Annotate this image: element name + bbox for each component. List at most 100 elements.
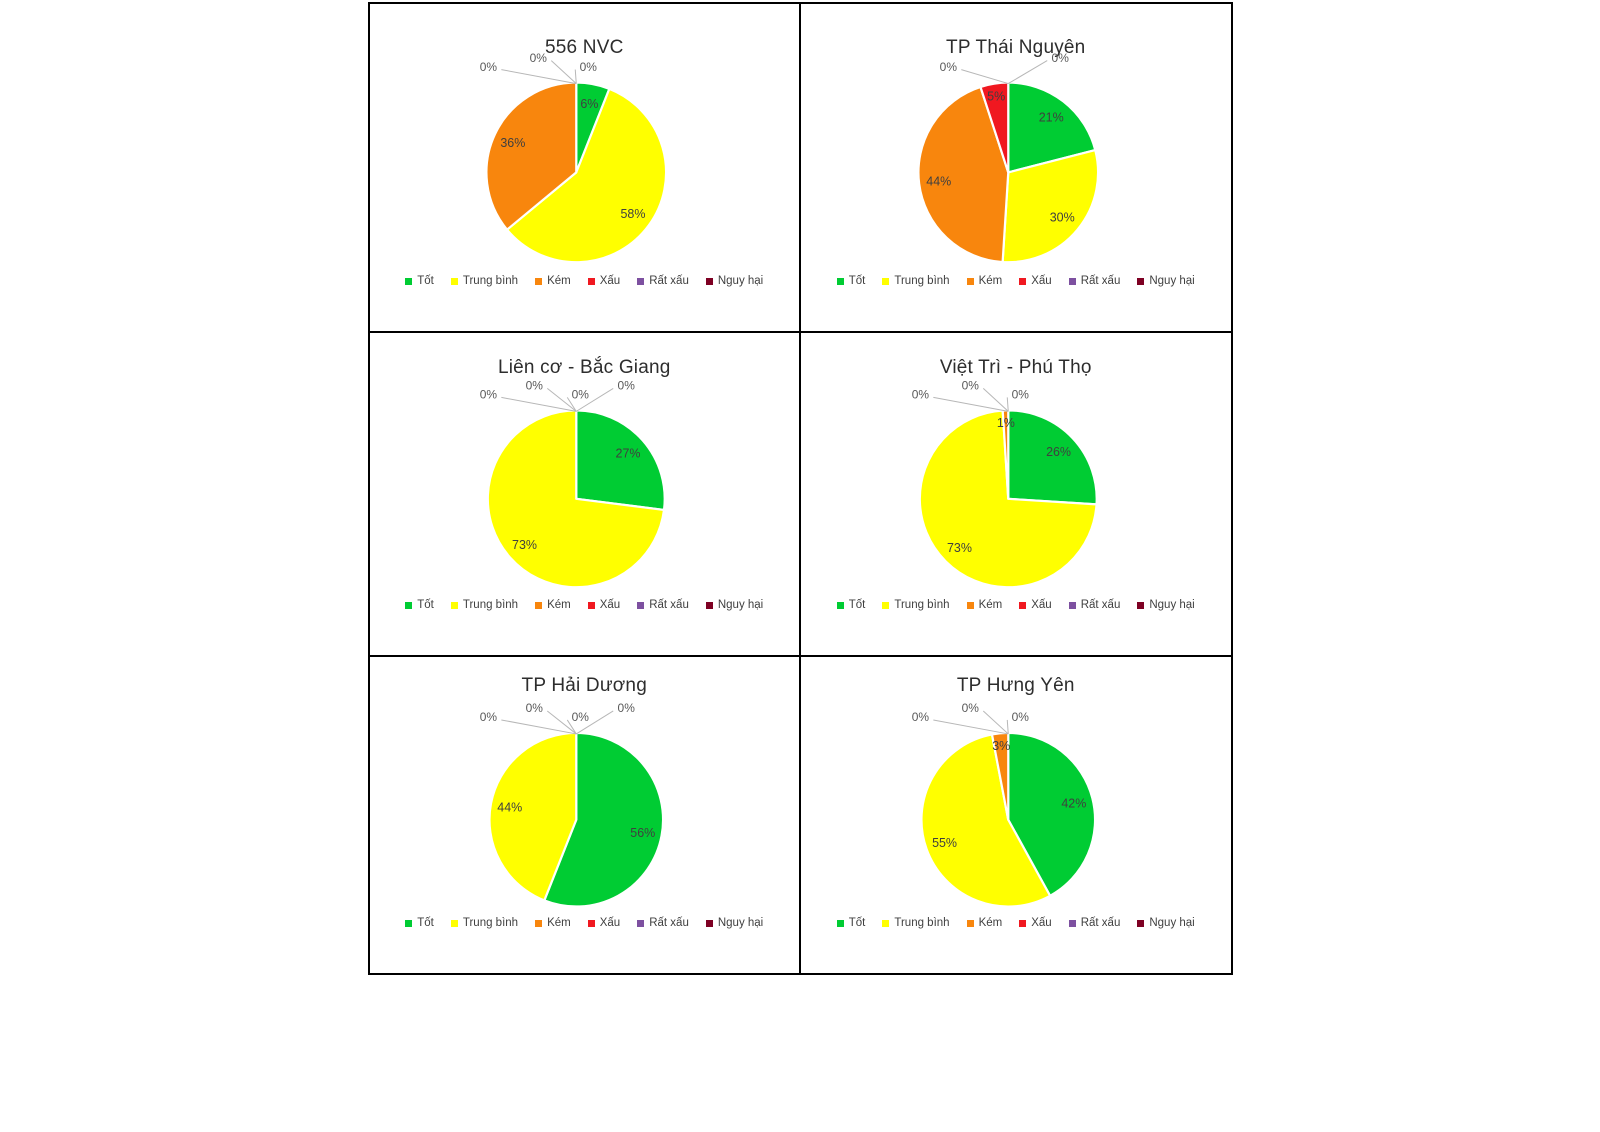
legend-label: Trung bình <box>894 275 950 287</box>
chart-panel-viet-tri-phu-tho: Việt Trì - Phú Thọ 26% 73% 1% 0% 0% 0% Tốt Tru… <box>800 333 1231 657</box>
label-leader-line <box>982 710 1009 735</box>
legend-item-xau: Xấu <box>587 917 621 929</box>
charts-grid: 556 NVC 6% 58% 36% 0% 0% 0% Tốt Trung bình Kém X… <box>368 2 1233 975</box>
label-leader-line <box>932 719 1008 735</box>
chart-title: Liên cơ - Bắc Giang <box>497 357 671 378</box>
legend-label: Tốt <box>848 599 866 611</box>
data-label: 3% <box>992 739 1010 753</box>
label-leader-line <box>566 397 577 412</box>
legend-marker-nguy-hai <box>705 919 713 927</box>
legend-marker-kem <box>535 919 543 927</box>
legend-item-xau: Xấu <box>1019 917 1052 929</box>
data-label: 0% <box>618 379 636 393</box>
legend-marker-xau <box>1019 601 1027 609</box>
legend-marker-xau <box>587 277 595 285</box>
data-label: 0% <box>526 701 544 715</box>
legend-label: Rất xấu <box>649 599 689 611</box>
legend-label: Tốt <box>848 917 866 929</box>
label-leader-line <box>501 396 577 412</box>
pie-slice-trung-binh <box>486 409 666 589</box>
legend-item-rat-xau: Rất xấu <box>637 275 689 287</box>
legend-marker-trung-binh <box>450 277 458 285</box>
legend-label: Kém <box>547 599 571 611</box>
data-label: 0% <box>961 379 979 393</box>
data-label: 0% <box>911 710 929 724</box>
legend-item-kem: Kém <box>966 917 1002 929</box>
legend-label: Rất xấu <box>1080 917 1121 929</box>
legend-item-kem: Kém <box>535 917 571 929</box>
data-label: 0% <box>480 710 498 724</box>
legend-item-rat-xau: Rất xấu <box>1068 917 1121 929</box>
data-label: 0% <box>1051 51 1069 65</box>
legend-marker-rat-xau <box>1068 919 1076 927</box>
chart-title: TP Hưng Yên <box>956 675 1075 696</box>
pie-slice-kem <box>916 85 1009 264</box>
label-leader-line <box>566 719 577 735</box>
legend-marker-kem <box>966 601 974 609</box>
chart-panel-556-nvc: 556 NVC 6% 58% 36% 0% 0% 0% Tốt Trung bình Kém X… <box>370 4 801 333</box>
legend-label: Trung bình <box>462 275 519 287</box>
data-label: 1% <box>996 416 1014 430</box>
legend-item-nguy-hai: Nguy hại <box>1137 599 1195 611</box>
data-label: 0% <box>1011 388 1029 402</box>
chart-legend: Tốt Trung bình Kém Xấu Rất xấu Nguy hại <box>370 599 799 611</box>
legend-item-tot: Tốt <box>405 599 434 611</box>
legend-item-kem: Kém <box>966 275 1003 287</box>
label-leader-line <box>575 387 614 412</box>
legend-label: Xấu <box>599 917 621 929</box>
label-leader-line <box>960 69 1008 85</box>
data-label: 26% <box>1046 445 1071 459</box>
legend-marker-nguy-hai <box>705 277 713 285</box>
label-leader-line <box>1006 719 1009 734</box>
legend-item-kem: Kém <box>535 599 571 611</box>
pie-slice-trung-binh <box>488 731 578 902</box>
legend-label: Tốt <box>417 275 434 287</box>
data-label: 27% <box>616 447 641 461</box>
legend-item-tot: Tốt <box>405 275 434 287</box>
label-leader-line <box>546 710 577 735</box>
legend-item-rat-xau: Rất xấu <box>637 917 689 929</box>
data-label: 0% <box>572 388 590 402</box>
label-leader-line <box>932 396 1008 412</box>
chart-legend: Tốt Trung bình Kém Xấu Rất xấu Nguy hại <box>801 917 1232 929</box>
data-label: 58% <box>620 207 645 221</box>
legend-item-trung-binh: Trung bình <box>882 917 950 929</box>
chart-legend: Tốt Trung bình Kém Xấu Rất xấu Nguy hại <box>370 917 799 929</box>
data-label: 21% <box>1038 110 1063 124</box>
legend-marker-nguy-hai <box>1137 919 1145 927</box>
data-label: 0% <box>580 60 598 74</box>
label-leader-line <box>982 388 1009 412</box>
data-label: 0% <box>961 701 979 715</box>
chart-legend: Tốt Trung bình Kém Xấu Rất xấu Nguy hại <box>370 275 799 287</box>
legend-item-xau: Xấu <box>1019 275 1052 287</box>
data-label: 0% <box>618 701 636 715</box>
data-label: 6% <box>580 97 598 111</box>
legend-item-nguy-hai: Nguy hại <box>705 917 763 929</box>
legend-label: Tốt <box>848 275 866 287</box>
legend-marker-trung-binh <box>882 601 890 609</box>
legend-item-kem: Kém <box>535 275 571 287</box>
label-leader-line <box>550 60 577 84</box>
legend-marker-tot <box>405 601 413 609</box>
legend-label: Rất xấu <box>649 917 689 929</box>
legend-marker-rat-xau <box>637 601 645 609</box>
legend-marker-trung-binh <box>450 919 458 927</box>
legend-marker-tot <box>836 601 844 609</box>
legend-label: Trung bình <box>894 599 950 611</box>
label-leader-line <box>1007 60 1047 85</box>
legend-item-rat-xau: Rất xấu <box>1068 275 1120 287</box>
legend-item-trung-binh: Trung bình <box>882 275 950 287</box>
legend-label: Trung bình <box>462 599 519 611</box>
data-label: 0% <box>572 710 590 724</box>
legend-label: Kém <box>978 599 1003 611</box>
legend-label: Kém <box>978 275 1003 287</box>
pie-chart: 26% 73% 1% 0% 0% 0% <box>911 379 1098 589</box>
label-leader-line <box>501 719 577 735</box>
chart-panel-lien-co-bac-giang: Liên cơ - Bắc Giang 27% 73% 0% 0% 0% 0% Tốt Tr… <box>370 333 801 657</box>
data-label: 36% <box>500 136 525 150</box>
legend-item-rat-xau: Rất xấu <box>1068 599 1120 611</box>
legend-marker-tot <box>405 919 413 927</box>
legend-item-xau: Xấu <box>587 275 620 287</box>
label-leader-line <box>575 710 614 735</box>
